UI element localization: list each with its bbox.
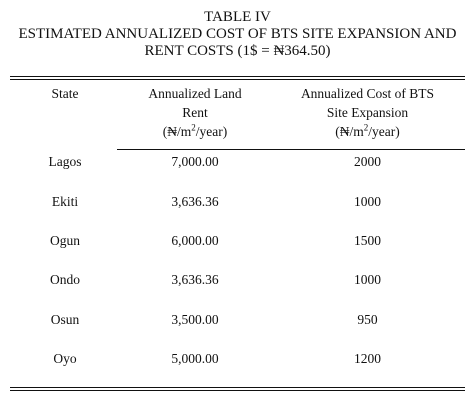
header-rent: Annualized Land Rent (₦/m2/year): [120, 84, 270, 141]
header-state-label: State: [51, 86, 79, 101]
header-cost-line-1: Annualized Cost of BTS: [300, 86, 435, 101]
table-title-line-2: RENT COSTS (1$ = ₦364.50): [144, 43, 331, 59]
top-rule-2: [10, 79, 465, 80]
cell-rent: 5,000.00: [171, 351, 219, 366]
table-caption: TABLE IV ESTIMATED ANNUALIZED COST OF BT…: [0, 9, 475, 60]
top-rule-1: [10, 76, 465, 77]
cell-rent: 3,500.00: [171, 312, 219, 327]
header-rent-unit-sup: 2: [191, 122, 196, 133]
cell-rent: 7,000.00: [171, 154, 219, 169]
header-cost-unit-post: /year): [368, 124, 400, 139]
cell-rent: 3,636.36: [171, 272, 219, 287]
cell-state: Oyo: [53, 351, 77, 366]
header-rule: [117, 149, 465, 150]
cell-state: Ondo: [50, 272, 80, 287]
header-rent-line-2: Rent: [182, 105, 208, 120]
cell-state: Ekiti: [51, 194, 79, 209]
bottom-rule-1: [10, 387, 465, 388]
header-rent-unit-post: /year): [195, 124, 228, 139]
header-cost-unit: (₦/m2/year): [270, 122, 465, 141]
header-cost-unit-sup: 2: [363, 122, 369, 133]
header-rent-line-1: Annualized Land: [148, 86, 242, 101]
cell-state: Lagos: [48, 154, 82, 169]
header-cost-unit-pre: (₦/m: [335, 124, 364, 139]
header-rent-unit: (₦/m2/year): [120, 122, 270, 141]
header-cost: Annualized Cost of BTS Site Expansion (₦…: [270, 84, 465, 141]
cell-cost: 1200: [354, 351, 381, 366]
table-label: TABLE IV: [204, 9, 271, 25]
header-cost-line-2: Site Expansion: [326, 105, 409, 120]
cell-cost: 2000: [354, 154, 381, 169]
cell-state: Osun: [50, 312, 80, 327]
cell-cost: 1500: [354, 233, 381, 248]
cell-rent: 6,000.00: [171, 233, 219, 248]
cell-rent: 3,636.36: [171, 194, 219, 209]
header-rent-unit-pre: (₦/m: [162, 124, 192, 139]
header-state: State: [10, 84, 120, 103]
table-title-line-1: ESTIMATED ANNUALIZED COST OF BTS SITE EX…: [18, 26, 457, 42]
cell-cost: 950: [357, 312, 378, 327]
cell-state: Ogun: [50, 233, 80, 248]
bottom-rule-2: [10, 390, 465, 391]
cell-cost: 1000: [354, 194, 381, 209]
cell-cost: 1000: [354, 272, 381, 287]
